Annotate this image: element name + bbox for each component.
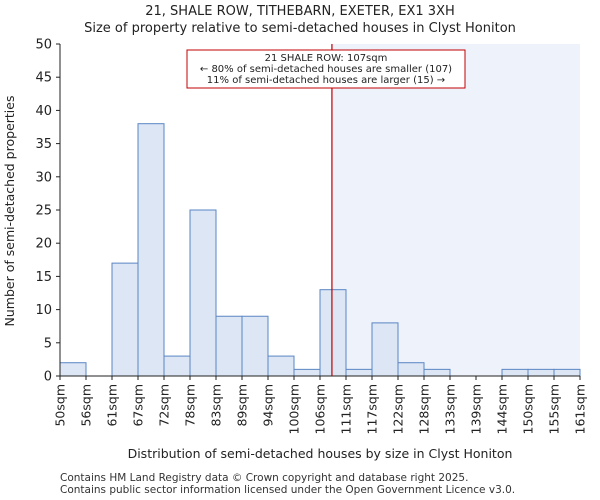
histogram-bar <box>501 368 529 377</box>
footer-line-2: Contains public sector information licen… <box>60 484 516 496</box>
x-tick-label: 100sqm <box>287 384 302 434</box>
histogram-bar <box>137 123 165 377</box>
histogram-bar <box>189 209 217 377</box>
y-tick-label: 30 <box>35 170 52 185</box>
x-tick-label: 50sqm <box>53 384 68 427</box>
x-tick-label: 139sqm <box>469 384 484 434</box>
chart-subtitle: Size of property relative to semi-detach… <box>84 21 516 36</box>
chart-title: 21, SHALE ROW, TITHEBARN, EXETER, EX1 3X… <box>145 4 455 19</box>
histogram-bar <box>163 355 191 377</box>
y-tick-label: 0 <box>44 370 52 385</box>
y-axis-label: Number of semi-detached properties <box>2 96 17 327</box>
histogram-chart: 0 5 10 15 20 25 30 35 40 45 50 50sqm 56sqm 61sqm 67sqm… <box>2 38 588 462</box>
annotation-line: 21 SHALE ROW: 107sqm <box>265 53 388 64</box>
annotation-box <box>186 49 466 89</box>
x-tick-label: 122sqm <box>391 384 406 434</box>
x-tick-label: 72sqm <box>157 384 172 427</box>
x-tick-label: 89sqm <box>235 384 250 427</box>
x-tick-label: 128sqm <box>417 384 432 434</box>
x-tick-label: 144sqm <box>495 384 510 434</box>
x-tick-label: 161sqm <box>573 384 588 434</box>
x-tick-label: 83sqm <box>209 384 224 427</box>
x-tick-label: 111sqm <box>339 384 354 434</box>
histogram-bar <box>345 368 373 377</box>
x-tick-label: 150sqm <box>521 384 536 434</box>
x-tick-label: 106sqm <box>313 384 328 434</box>
histogram-bar <box>59 362 87 377</box>
histogram-bar <box>293 368 321 377</box>
x-tick-label: 117sqm <box>365 384 380 434</box>
x-axis-label: Distribution of semi-detached houses by … <box>128 446 513 461</box>
x-tick-label: 78sqm <box>183 384 198 427</box>
x-tick-label: 155sqm <box>547 384 562 434</box>
histogram-bar <box>423 368 451 377</box>
footer: Contains HM Land Registry data © Crown c… <box>60 472 515 496</box>
histogram-bar <box>241 315 269 377</box>
y-tick-label: 45 <box>35 71 52 86</box>
y-tick-label: 50 <box>35 38 52 53</box>
x-tick-label: 61sqm <box>105 384 120 427</box>
histogram-bar <box>111 262 139 377</box>
y-tick-label: 5 <box>44 336 52 351</box>
histogram-bar <box>215 315 243 377</box>
histogram-bar <box>553 368 581 377</box>
histogram-bar <box>371 322 399 377</box>
y-tick-label: 15 <box>35 270 52 285</box>
y-tick-label: 20 <box>35 237 52 252</box>
y-tick-label: 35 <box>35 137 52 152</box>
y-tick-label: 25 <box>35 204 52 219</box>
histogram-bar <box>527 368 555 377</box>
x-tick-label: 67sqm <box>131 384 146 427</box>
annotation-line: ← 80% of semi-detached houses are smalle… <box>200 64 452 75</box>
x-tick-label: 133sqm <box>443 384 458 434</box>
larger-region-shade <box>331 44 580 376</box>
histogram-bar <box>267 355 295 377</box>
histogram-bar <box>397 362 425 377</box>
annotation-line: 11% of semi-detached houses are larger (… <box>207 75 445 86</box>
x-tick-label: 94sqm <box>261 384 276 427</box>
chart-title-block: 21, SHALE ROW, TITHEBARN, EXETER, EX1 3X… <box>0 3 600 37</box>
footer-line-1: Contains HM Land Registry data © Crown c… <box>60 472 469 484</box>
y-tick-label: 10 <box>35 303 52 318</box>
y-tick-label: 40 <box>35 104 52 119</box>
x-tick-label: 56sqm <box>79 384 94 427</box>
histogram-bar <box>319 289 347 377</box>
